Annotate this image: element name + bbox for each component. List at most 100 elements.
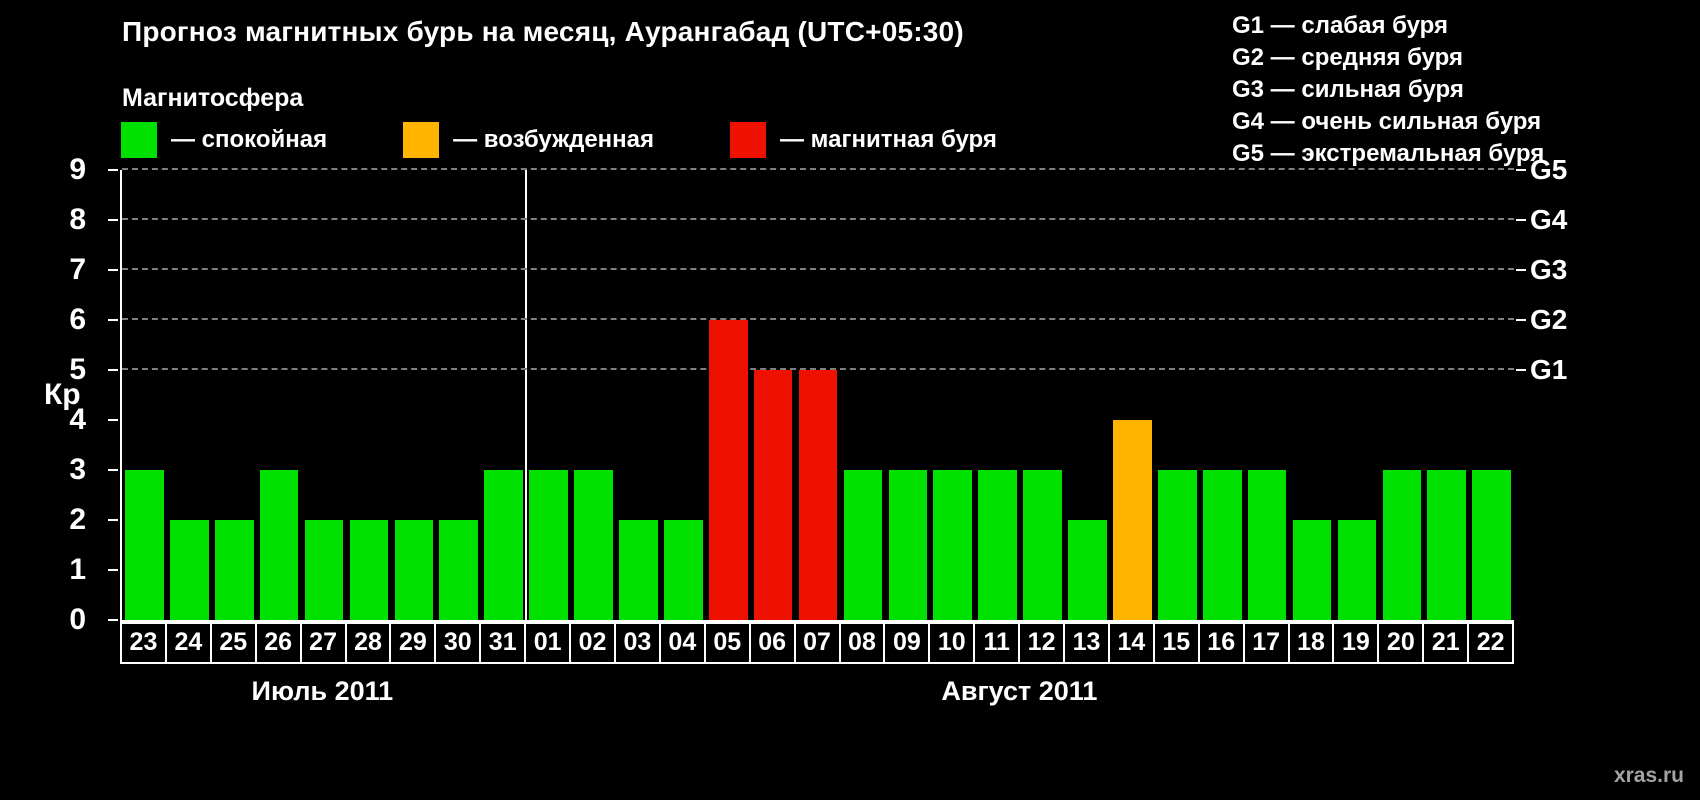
day-label: 11	[973, 622, 1021, 664]
bar-slot	[257, 170, 302, 620]
bar	[1427, 470, 1467, 620]
bar-slot	[347, 170, 392, 620]
g-legend-line: G5 — экстремальная буря	[1232, 140, 1545, 167]
g-legend-line: G1 — слабая буря	[1232, 12, 1449, 39]
bar-slot	[975, 170, 1020, 620]
bar	[484, 470, 523, 620]
month-separator-line	[525, 170, 528, 620]
day-label: 18	[1287, 622, 1335, 664]
y-tick-mark	[108, 519, 118, 521]
bar-slot	[1200, 170, 1245, 620]
day-label: 09	[883, 622, 931, 664]
bar	[574, 470, 613, 620]
y-tick-label: 7	[69, 253, 86, 286]
quiet-swatch	[121, 122, 157, 158]
y-tick-mark	[108, 569, 118, 571]
day-label: 15	[1152, 622, 1200, 664]
g-axis-label: G5	[1530, 154, 1568, 185]
legend-item-excited: — возбужденная	[403, 122, 654, 158]
bar-slot	[1469, 170, 1514, 620]
legend: — спокойная — возбужденная — магнитная бур…	[121, 122, 997, 158]
legend-item-label: — возбужденная	[453, 126, 655, 153]
gridline-kp-6	[122, 318, 1514, 321]
y-tick-label: 0	[69, 603, 86, 636]
y-tick-mark	[108, 468, 118, 471]
storm-swatch	[730, 122, 767, 158]
bar	[259, 470, 299, 620]
y-tick-mark	[108, 619, 118, 621]
day-label: 26	[254, 622, 302, 664]
bar-slot	[1424, 170, 1469, 620]
y-tick-mark	[108, 219, 118, 221]
gridline-kp-9	[122, 168, 1514, 170]
y-tick-label: 4	[69, 403, 86, 436]
bar	[439, 520, 479, 620]
day-label: 10	[928, 622, 976, 664]
day-label: 19	[1332, 622, 1380, 664]
bar	[1472, 470, 1511, 620]
y-tick-mark	[108, 419, 118, 421]
bar-slot	[751, 170, 796, 620]
g-axis-tick-mark	[1516, 169, 1526, 171]
g-axis-label: G3	[1530, 254, 1568, 285]
bar	[349, 520, 389, 620]
bar-slot	[1020, 170, 1065, 620]
day-label: 31	[479, 622, 527, 664]
day-label: 16	[1197, 622, 1245, 664]
g-axis-label: G2	[1530, 303, 1568, 335]
bar-slot	[841, 170, 886, 620]
bar-slot	[1065, 170, 1110, 620]
bar-slot	[122, 170, 167, 620]
excited-swatch	[403, 122, 440, 158]
g-axis-tick-mark	[1516, 269, 1526, 271]
bar	[394, 520, 434, 620]
y-axis-label: Кр	[44, 378, 81, 411]
bar	[1023, 470, 1062, 620]
bar-slot	[302, 170, 347, 620]
bar	[1382, 470, 1422, 620]
y-tick-label: 8	[69, 203, 86, 236]
bar	[304, 520, 344, 620]
bar	[125, 470, 164, 620]
day-label: 17	[1242, 622, 1290, 664]
day-label: 30	[434, 622, 482, 664]
bar	[1157, 470, 1197, 620]
g-legend-line: G3 — сильная буря	[1232, 76, 1464, 103]
legend-item-storm: — магнитная буря	[730, 122, 997, 158]
day-label: 20	[1377, 622, 1425, 664]
bar	[529, 470, 568, 620]
gridline-kp-5	[122, 368, 1514, 370]
bar	[1247, 470, 1287, 620]
bar	[1113, 420, 1152, 620]
month-axis: Июль 2011 Август 2011	[120, 676, 1514, 707]
bar-slot	[1334, 170, 1379, 620]
y-tick-label: 3	[69, 452, 86, 486]
bar-slot	[526, 170, 571, 620]
bar-slot	[391, 170, 436, 620]
bar	[1068, 520, 1107, 620]
y-tick-label: 6	[69, 302, 86, 336]
bar-slot	[167, 170, 212, 620]
day-axis: 23 24 25 26 27 28 29 30 31 01 02 03 04 05 06 07 08 09 10 11…	[120, 622, 1515, 664]
bar-slot	[706, 170, 751, 620]
bars	[122, 170, 1514, 620]
bar-slot	[212, 170, 257, 620]
day-label: 03	[613, 622, 661, 664]
day-label: 05	[703, 622, 751, 664]
day-label: 08	[838, 622, 886, 664]
day-label: 04	[658, 622, 706, 664]
plot-area	[120, 168, 1514, 622]
day-label: 28	[344, 622, 392, 664]
bar	[798, 370, 838, 620]
bar-slot	[661, 170, 706, 620]
day-label: 13	[1063, 622, 1110, 664]
day-label: 22	[1467, 622, 1515, 664]
y-tick-mark	[108, 369, 118, 371]
bar-slot	[571, 170, 616, 620]
y-tick-label: 5	[69, 353, 86, 386]
g-axis-tick-mark	[1516, 318, 1526, 321]
g-scale-legend: G1 — слабая буря G2 — средняя буря G3 — си…	[1232, 10, 1544, 170]
g-legend-line: G2 — средняя буря	[1232, 44, 1463, 71]
y-tick-mark	[108, 269, 118, 271]
